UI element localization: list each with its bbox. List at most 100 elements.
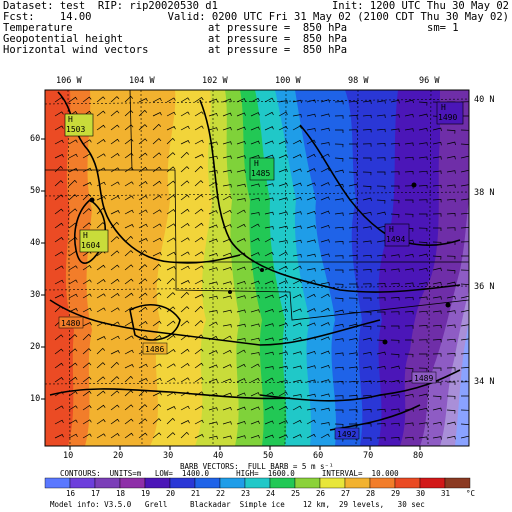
wind-barb [320,379,330,383]
wind-barb [236,155,246,159]
wind-barb [138,166,148,173]
wind-barb [320,433,330,439]
wind-barb [194,251,204,257]
wind-barb [264,211,274,216]
wind-barb [320,422,330,426]
wind-barb [194,419,204,425]
wind-barb [349,143,358,147]
wind-barb [404,113,414,118]
contour-label-1492: 1492 [334,427,360,440]
wind-barb [236,252,246,257]
wind-barb [349,283,358,287]
wind-barb [264,126,274,131]
wind-barb [461,395,469,399]
wind-barb [433,367,442,371]
wind-barb [335,129,344,133]
wind-barb [96,404,106,411]
wind-barb [334,423,344,428]
wind-barb [82,348,92,355]
wind-barb [152,278,162,285]
wind-barb [362,311,372,316]
lat-line [45,98,469,105]
colorbar-label-25: 25 [291,489,301,498]
wind-barb [334,366,344,371]
wind-barb [54,265,64,271]
wind-barb [124,110,134,117]
wind-barb [278,294,288,299]
lat-label-40: 40 N [474,95,495,105]
wind-barb [124,404,134,411]
wind-barb [54,419,64,425]
wind-barb [348,255,358,259]
wind-barb [82,96,92,103]
wind-barb [278,100,288,104]
wind-barb [376,157,386,161]
wind-barb [208,195,218,201]
wind-barb [250,183,260,187]
wind-barb [194,165,204,173]
station-dot [382,339,388,345]
wind-barb [222,155,232,159]
wind-barb [54,237,64,243]
wind-barb [194,154,204,159]
wind-barb [152,432,162,439]
wind-barb [82,433,92,439]
contour-label-1489: 1489 [411,371,437,384]
wind-barb [405,199,414,203]
wind-barb [418,127,428,132]
wind-barb [390,282,400,287]
wind-barb [264,377,274,383]
wind-barb [306,210,316,215]
wind-barb [54,97,64,103]
wind-barb [362,283,372,287]
wind-barb [390,311,400,315]
wind-barb [152,209,162,215]
colorbar-label-18: 18 [116,489,126,498]
wind-barb [138,378,148,383]
wind-barb [264,308,274,313]
wind-barb [292,211,302,215]
station-dot [411,182,417,188]
wind-barb [278,365,288,370]
wind-barb [390,99,400,104]
wind-barb [166,209,176,215]
wind-barb [68,376,78,383]
wind-barb [124,181,134,187]
wind-barb [236,140,246,145]
wind-barb [82,362,92,369]
wind-barb [250,266,260,271]
wind-barb [376,408,386,413]
wind-barb [236,266,246,271]
wind-barb [362,171,372,176]
wind-barb [54,125,64,131]
wind-barb [250,420,260,425]
wind-barb [222,281,232,285]
wind-barb [418,422,428,426]
temp-band-12 [455,320,469,446]
wind-barb [236,435,246,439]
wind-barb [222,209,232,215]
valid-time: Valid: 0200 UTC Fri 31 May 02 (2100 CDT … [167,11,509,23]
station-dot [228,290,232,294]
wind-barb [194,377,204,383]
wind-barb [334,115,344,119]
wind-barb [433,227,442,231]
wind-barb [250,309,260,313]
lon-line [284,90,287,446]
wind-barb [208,224,218,229]
wind-barb [404,268,414,272]
wind-barb [250,140,260,145]
wind-barb [446,213,456,217]
wind-barb [124,235,134,243]
high-value: 1490 [438,113,457,122]
wind-barb [306,293,316,299]
wind-barb [348,226,358,230]
wind-barb [264,111,274,117]
wind-barb [306,336,316,341]
wind-barb [194,405,204,411]
wind-barb [390,394,400,398]
wind-barb [306,128,316,132]
wind-barb [180,306,190,313]
contour-line [259,369,461,402]
wind-barb [447,241,456,245]
